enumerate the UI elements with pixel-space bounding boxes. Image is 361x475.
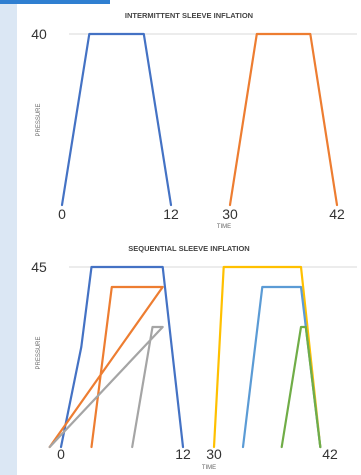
x-tick-label: 12 bbox=[175, 446, 191, 462]
x-tick-label: 42 bbox=[329, 206, 345, 222]
intermittent-chart-panel: INTERMITTENT SLEEVE INFLATION PRESSURE T… bbox=[17, 4, 361, 232]
y-tick-label: 40 bbox=[31, 26, 47, 42]
x-axis-label: TIME bbox=[217, 224, 231, 230]
series-line bbox=[48, 285, 164, 449]
x-tick-label: 12 bbox=[163, 206, 179, 222]
x-tick-label: 30 bbox=[222, 206, 238, 222]
sequential-chart-panel: SEQUENTIAL SLEEVE INFLATION PRESSURE TIM… bbox=[17, 235, 361, 475]
series-line bbox=[59, 265, 185, 449]
series-line bbox=[280, 325, 322, 449]
x-axis-label: TIME bbox=[202, 465, 216, 471]
x-tick-label: 0 bbox=[58, 206, 66, 222]
series-line bbox=[48, 325, 164, 449]
intermittent-chart: INTERMITTENT SLEEVE INFLATION PRESSURE T… bbox=[31, 11, 357, 230]
series-line bbox=[212, 265, 322, 449]
y-axis-label: PRESSURE bbox=[36, 336, 42, 369]
chart-title: SEQUENTIAL SLEEVE INFLATION bbox=[128, 244, 249, 253]
x-tick-label: 0 bbox=[57, 446, 65, 462]
series-line bbox=[228, 32, 339, 207]
series-line bbox=[241, 285, 322, 449]
sequential-chart: SEQUENTIAL SLEEVE INFLATION PRESSURE TIM… bbox=[31, 244, 357, 471]
y-axis-label: PRESSURE bbox=[36, 103, 42, 136]
x-tick-label: 42 bbox=[322, 446, 338, 462]
chart-title: INTERMITTENT SLEEVE INFLATION bbox=[125, 11, 253, 20]
left-sidebar-strip bbox=[0, 0, 17, 475]
series-line bbox=[60, 32, 173, 207]
x-tick-label: 30 bbox=[206, 446, 222, 462]
y-tick-label: 45 bbox=[31, 259, 47, 275]
top-accent-bar bbox=[0, 0, 110, 4]
